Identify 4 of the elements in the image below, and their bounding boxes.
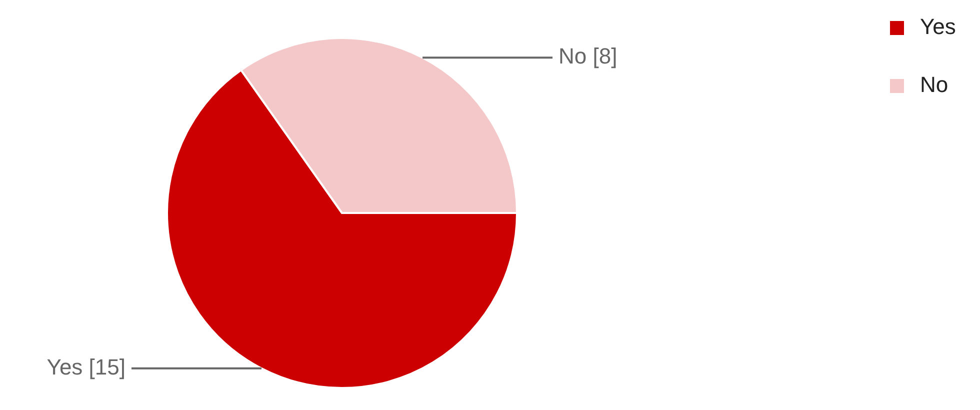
- legend-label: Yes: [920, 14, 956, 40]
- legend-label: No: [920, 72, 948, 98]
- data-label: No [8]: [558, 44, 618, 69]
- data-label: Yes [15]: [46, 354, 126, 380]
